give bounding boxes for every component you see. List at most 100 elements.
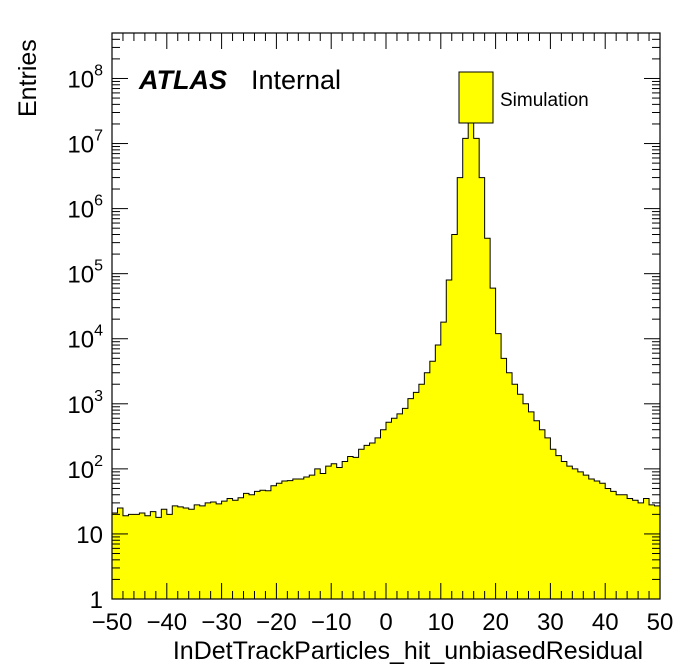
x-tick-label: 50 [647, 609, 674, 636]
histogram-bin [577, 471, 584, 599]
histogram-bin [506, 372, 513, 599]
x-tick-label: −40 [146, 609, 187, 636]
histogram-bin [446, 279, 453, 599]
legend-swatch [458, 71, 494, 124]
histogram-bin [292, 478, 299, 599]
y-tick-labels: 1 10 102 103 104 105 106 107 108 [67, 62, 103, 614]
histogram-bin [402, 408, 409, 599]
histogram-bin [259, 490, 266, 599]
histogram-bin [391, 418, 398, 599]
y-tick-label: 106 [67, 193, 103, 224]
x-tick-label: 30 [537, 609, 564, 636]
histogram-bin [418, 384, 425, 599]
histogram-bin [249, 494, 255, 599]
histogram-bin [649, 504, 655, 599]
histogram-bin [457, 177, 464, 599]
histogram-bin [407, 398, 414, 599]
histogram-bin [572, 468, 579, 599]
histogram-bin [566, 466, 573, 599]
histogram-bin [561, 461, 568, 599]
histogram-bin [139, 512, 146, 599]
plot-frame [111, 32, 661, 600]
histogram-bin [188, 509, 195, 599]
histogram-bin [517, 394, 524, 599]
y-tick-label: 107 [67, 128, 103, 159]
histogram-bin [490, 288, 496, 599]
histogram-bin [161, 509, 168, 599]
histogram-bin [265, 490, 272, 599]
histogram-bin [375, 437, 381, 599]
histogram-bin [270, 485, 277, 599]
histogram-bars [111, 107, 661, 600]
histogram-bin [117, 508, 124, 599]
histogram-bin [501, 358, 507, 599]
histogram-bin [396, 413, 403, 599]
histogram-bin [221, 501, 228, 599]
histogram-bin [555, 455, 562, 599]
histogram-bin [451, 234, 458, 600]
histogram-bin [183, 508, 190, 599]
histogram-bin [303, 476, 310, 599]
y-tick-label: 105 [67, 258, 103, 289]
x-axis-label: InDetTrackParticles_hit_unbiasedResidual [173, 637, 643, 665]
histogram-bin [276, 483, 283, 599]
histogram-bin [320, 473, 327, 599]
y-tick-label: 104 [67, 323, 103, 354]
histogram-bin [583, 475, 590, 599]
histogram-bin [232, 500, 239, 599]
y-tick-label: 1 [90, 587, 103, 614]
histogram-bin [155, 517, 162, 599]
histogram-bin [287, 480, 294, 599]
histogram-bin [254, 491, 261, 599]
histogram-bin [594, 481, 601, 599]
histogram-bin [610, 491, 617, 599]
histogram-bin [424, 372, 431, 599]
histogram-bin [550, 449, 557, 599]
legend: Simulation [458, 71, 589, 124]
x-tick-labels: −50 −40 −30 −20 −10 0 10 20 30 40 50 [92, 609, 674, 636]
axis-ticks [111, 32, 661, 600]
histogram-bin [347, 456, 354, 599]
histogram-bin [309, 475, 316, 599]
y-axis-label: Entries [14, 39, 42, 117]
histogram-bin [462, 138, 469, 599]
x-tick-label: −50 [92, 609, 133, 636]
y-tick-label: 108 [67, 62, 103, 93]
histogram-bin [199, 505, 206, 599]
histogram-bin [638, 502, 644, 599]
histogram-bin [413, 392, 420, 599]
histogram-bin [172, 505, 179, 599]
histogram-bin [281, 481, 288, 599]
x-tick-label: 20 [482, 609, 509, 636]
histogram-bin [523, 403, 529, 599]
histogram-bin [177, 506, 184, 599]
histogram-bin [353, 457, 359, 599]
histogram-bin [216, 503, 222, 599]
x-tick-label: 10 [427, 609, 454, 636]
histogram-bin [533, 420, 540, 599]
histogram-bin [484, 238, 491, 600]
histogram-bin [429, 361, 436, 599]
histogram-bin [654, 505, 661, 599]
histogram-bin [133, 514, 140, 599]
histogram-outline [111, 107, 661, 599]
histogram-bin [616, 494, 623, 599]
histogram-bin [298, 478, 305, 599]
histogram-bin [440, 322, 447, 599]
histogram-bin [112, 512, 118, 599]
histogram-bin [227, 498, 233, 599]
histogram-bin [473, 138, 480, 599]
x-tick-label: −10 [311, 609, 352, 636]
histogram-bin [386, 422, 392, 599]
histogram-bin [643, 498, 650, 599]
x-tick-label: 40 [592, 609, 619, 636]
histogram-bin [495, 333, 502, 599]
histogram-bin [122, 515, 129, 599]
legend-label: Simulation [500, 90, 589, 111]
atlas-label: ATLAS [138, 65, 227, 95]
histogram-bin [599, 483, 606, 599]
histogram-bin [528, 411, 535, 599]
histogram-bin [194, 504, 201, 599]
histogram-bin [605, 488, 612, 599]
